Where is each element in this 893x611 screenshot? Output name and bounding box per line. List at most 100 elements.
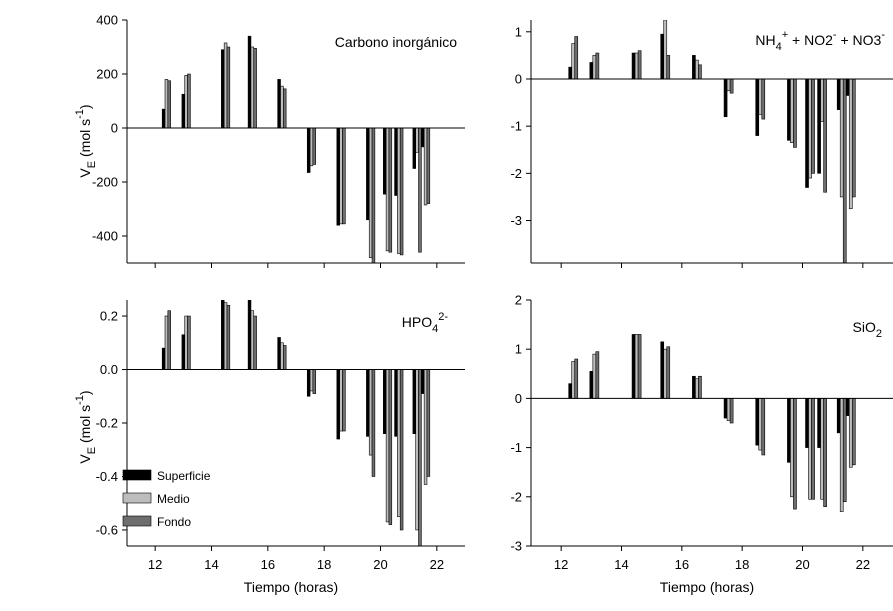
legend-label-fondo: Fondo [157,515,191,529]
bar-fondo [371,369,376,477]
bar-fondo [574,36,579,80]
x-tick-label: 22 [856,557,870,572]
bar-medio [339,369,343,432]
bar-fondo [388,127,393,253]
bar-superficie [277,337,281,370]
bar-superficie [631,334,636,399]
x-tick-label: 16 [675,557,689,572]
x-tick-label: 18 [735,557,749,572]
bar-fondo [637,334,642,399]
x-tick-label: 20 [795,557,809,572]
bar-superficie [412,127,417,169]
bar-superficie [817,78,821,174]
bar-fondo [167,80,171,129]
bar-medio [397,369,401,517]
bar-fondo [283,88,287,129]
bar-fondo [666,55,671,80]
bar-medio [820,78,824,122]
legend-label-superficie: Superficie [157,469,211,483]
bar-superficie [181,93,186,129]
panel-label: SiO2 [853,319,882,340]
y-tick-label: -400 [92,229,118,244]
y-tick-label: 0.2 [100,309,118,324]
bar-medio [808,398,812,500]
y-tick-label: -2 [510,489,522,504]
bar-fondo [312,369,317,394]
bar-superficie [421,369,425,394]
bar-medio [339,127,343,225]
bar-medio [223,302,228,370]
bar-medio [250,46,255,129]
x-tick-label: 12 [148,557,162,572]
bar-superficie [366,127,370,221]
y-tick-label: 400 [96,13,118,28]
bar-fondo [842,398,847,503]
bar-fondo [698,64,702,80]
bar-medio [758,78,763,115]
x-axis-title: Tiempo (horas) [660,579,754,595]
bar-superficie [383,127,387,195]
y-tick-label: 0 [515,71,522,86]
x-tick-label: 12 [554,557,568,572]
panel-label: Carbono inorgánico [335,34,457,50]
bar-medio [184,75,188,129]
bar-superficie [568,383,573,399]
bar-superficie [394,127,398,196]
bar-fondo [793,78,797,148]
y-tick-label: -0.4 [96,469,118,484]
bar-fondo [851,398,856,466]
y-axis-title: VE (mol s-1) [74,390,98,463]
bar-superficie [845,398,850,416]
y-tick-label: -2 [510,166,522,181]
bar-medio [839,398,844,512]
bar-fondo [371,127,376,263]
bar-medio [571,43,576,80]
bar-superficie [181,334,186,370]
bar-medio [415,127,419,153]
bar-medio [848,78,853,210]
panel-3: -0.6 -0.4 -0.2 0.0 0.2 12 14 16 18 20 22 Tiempo (ho… [74,300,465,595]
bar-superficie [247,35,252,129]
bar-medio [726,78,731,92]
bar-superficie [336,127,340,226]
bar-fondo [226,305,231,370]
bar-medio [634,334,639,399]
bar-medio [695,378,699,399]
bar-superficie [755,398,760,446]
bar-superficie [383,369,387,434]
bar-fondo [637,50,642,80]
y-tick-label: -1 [510,440,522,455]
bar-superficie [787,78,791,141]
bar-superficie [161,108,166,129]
bars [568,334,856,512]
bar-fondo [793,398,797,510]
y-tick-label: -1 [510,119,522,134]
y-tick-label: 2 [515,293,522,308]
x-axis-title: Tiempo (horas) [244,579,338,595]
bars [568,20,856,263]
bar-fondo [312,127,317,165]
bar-medio [634,52,639,80]
bar-superficie [412,369,417,434]
bar-medio [790,78,794,143]
bar-medio [397,127,401,254]
bar-superficie [723,398,728,419]
bar-superficie [589,371,594,399]
y-tick-label: -0.6 [96,522,118,537]
bar-medio [385,369,390,523]
bars [161,300,431,546]
bar-superficie [589,62,594,80]
bar-fondo [167,310,171,370]
bar-medio [385,127,390,252]
bar-medio [663,348,668,399]
bar-medio [280,342,284,370]
x-tick-label: 20 [373,557,387,572]
bar-fondo [729,398,734,424]
panel-label: NH4+ + NO2- + NO3- [755,29,885,53]
bar-medio [415,369,419,531]
x-tick-label: 14 [614,557,628,572]
x-tick-label: 18 [317,557,331,572]
legend-swatch-superficie [122,469,152,481]
bar-fondo [399,369,404,531]
bar-medio [423,127,428,206]
